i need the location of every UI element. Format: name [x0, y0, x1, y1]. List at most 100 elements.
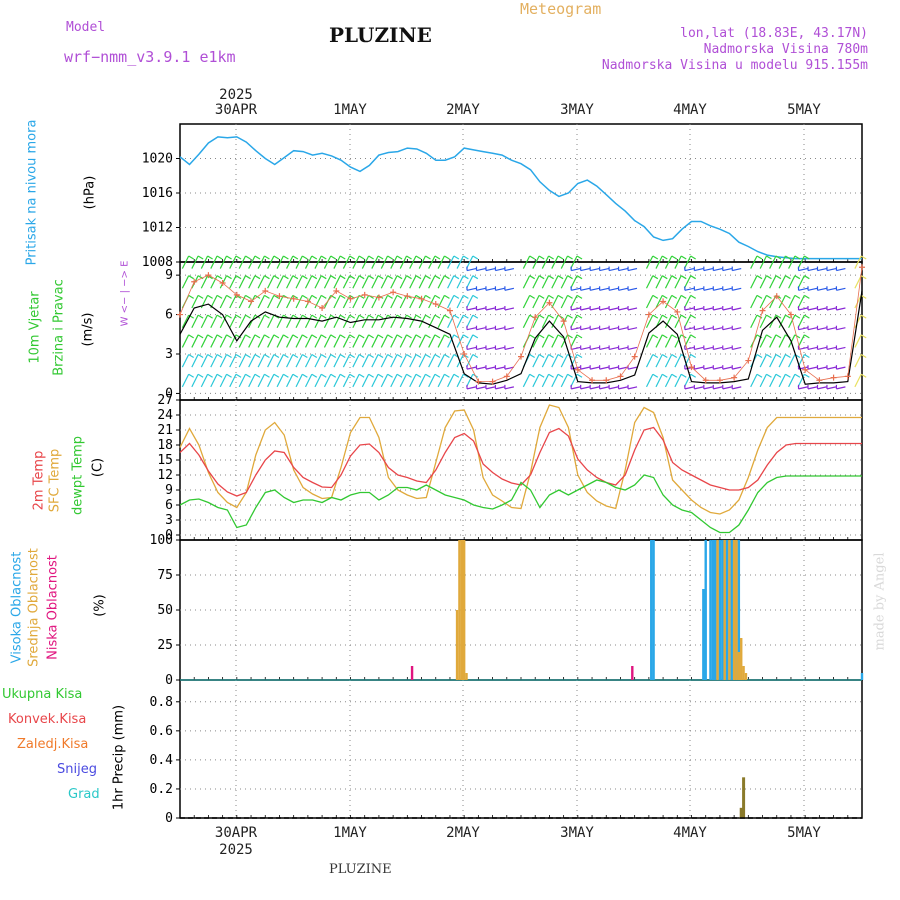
- wind-barb: [703, 327, 713, 331]
- wind-barb-flag: [387, 255, 393, 260]
- wind-barb-flag: [292, 354, 299, 359]
- wind-barb-flag: [320, 354, 327, 359]
- wind-barb-flag: [207, 354, 213, 359]
- wind-barb: [428, 255, 436, 269]
- cloud-bar-mid: [735, 540, 738, 680]
- wind-barb-flag: [538, 255, 545, 260]
- wind-barb-flag: [339, 334, 346, 339]
- wind-barb: [418, 334, 427, 348]
- wind-barb: [655, 295, 663, 309]
- wind-barb-flag: [235, 354, 242, 359]
- wind-barb: [551, 373, 559, 388]
- wind-barb: [570, 275, 578, 289]
- wind-barb: [456, 255, 464, 269]
- wind-barb-flag: [311, 314, 318, 319]
- wind-barb-flag: [690, 275, 697, 280]
- wind-barb: [722, 366, 732, 370]
- wind-barb: [476, 346, 486, 351]
- wind-barb-flag: [557, 334, 564, 339]
- wind-barb-flag: [775, 275, 782, 280]
- cloud-bar-high: [721, 540, 724, 680]
- wind-barb: [836, 366, 846, 370]
- wind-barb: [807, 386, 818, 390]
- wind-barb: [713, 307, 723, 311]
- wind-barb: [181, 373, 190, 388]
- wind-barb: [210, 354, 218, 368]
- wind-barb-flag: [690, 373, 697, 378]
- wind-barb-flag: [472, 354, 479, 359]
- wind-barb-flag: [804, 294, 810, 299]
- wind-barb: [627, 287, 638, 291]
- wind-barb: [248, 373, 256, 388]
- wind-barb-flag: [690, 314, 697, 319]
- wind-barb-flag: [330, 334, 337, 339]
- wind-barb: [797, 373, 805, 388]
- dewpt-line: [179, 474, 862, 534]
- wind-barb: [826, 287, 837, 291]
- wind-barb-flag: [548, 255, 554, 260]
- wind-barb: [769, 373, 777, 388]
- wind-barb-flag: [387, 334, 393, 339]
- cloud-bar-high: [702, 589, 705, 680]
- x-top-label: 30APR: [215, 102, 258, 118]
- wind-barb: [191, 334, 199, 348]
- wind-barb: [645, 314, 654, 328]
- wind-barb: [314, 295, 322, 309]
- precip-snow-label: Snijeg: [57, 762, 97, 777]
- wind-barb: [608, 267, 619, 272]
- wind-barb-flag: [283, 354, 289, 359]
- wind-barb-flag: [264, 314, 270, 319]
- wind-barb-flag: [860, 334, 867, 339]
- precip-bar: [739, 807, 743, 818]
- wind-barb-flag: [804, 334, 810, 339]
- wind-barb: [428, 354, 436, 368]
- wind-barb-flag: [358, 255, 365, 260]
- wind-barb: [286, 255, 294, 269]
- wind-barb: [590, 307, 600, 311]
- wind-barb: [409, 373, 417, 388]
- wind-barb: [645, 295, 654, 309]
- wind-barb-flag: [785, 354, 791, 359]
- wind-barb-flag: [387, 373, 393, 378]
- wind-barb: [323, 373, 332, 388]
- y-tick-label: 0.8: [150, 695, 173, 710]
- wind-barb: [750, 314, 758, 328]
- y-tick-label: 0.2: [150, 782, 173, 797]
- cloud-bar-high: [650, 540, 653, 680]
- wind-barb: [797, 314, 805, 328]
- wind-barb-flag: [766, 275, 772, 280]
- wind-barb: [304, 334, 313, 348]
- wind-barb: [504, 307, 515, 311]
- wind-barb: [476, 327, 486, 331]
- wind-barb: [248, 275, 256, 289]
- wind-barb: [664, 255, 673, 269]
- wind-barb: [551, 295, 559, 309]
- cloud-bar-mid: [465, 673, 468, 680]
- wind-barb: [238, 314, 247, 328]
- wind-barb: [684, 307, 694, 311]
- wind-barb: [570, 295, 578, 309]
- wind-barb-flag: [794, 373, 801, 378]
- wind-barb-flag: [245, 354, 251, 359]
- wind-barb: [495, 287, 505, 291]
- wind-barb: [276, 354, 284, 368]
- wind-barb: [276, 255, 284, 269]
- wind-barb-flag: [311, 334, 318, 339]
- wind-barb: [826, 386, 837, 390]
- wind-barb: [854, 255, 862, 269]
- wind-barb-flag: [235, 373, 242, 378]
- wind-barb: [191, 295, 199, 309]
- wind-barb: [229, 314, 237, 328]
- wind-barb-flag: [264, 294, 270, 299]
- wind-barb: [817, 307, 827, 311]
- wind-barb-flag: [320, 314, 327, 319]
- wind-barb: [580, 386, 590, 390]
- pressure-line: [179, 136, 862, 260]
- wind-barb: [778, 334, 786, 348]
- wind-barb-flag: [415, 314, 422, 319]
- wind-barb-flag: [273, 255, 280, 260]
- wind-barb: [257, 295, 265, 309]
- wind-barb-flag: [302, 373, 308, 378]
- wind-barb: [627, 307, 638, 311]
- wind-barb: [437, 314, 445, 328]
